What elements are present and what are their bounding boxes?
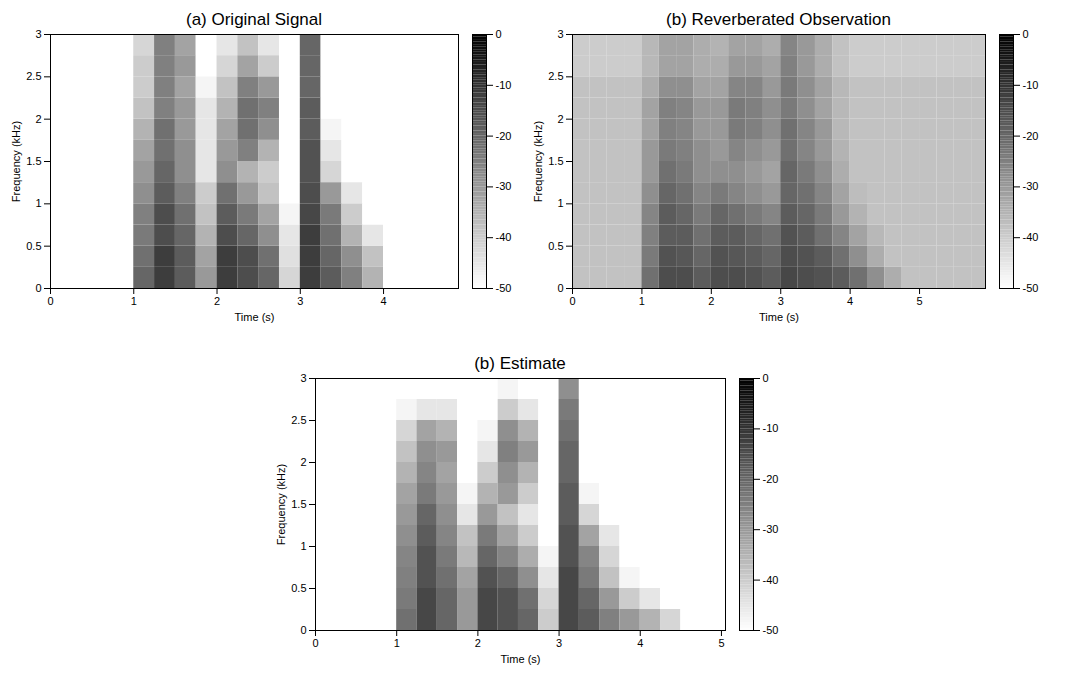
svg-text:2: 2 [35,113,41,125]
svg-text:1.5: 1.5 [291,498,306,510]
svg-text:Frequency (kHz): Frequency (kHz) [275,464,287,545]
html-text:(b) Estimate: (b) Estimate [474,354,566,373]
svg-text:2: 2 [300,456,306,468]
svg-text:1: 1 [394,637,400,649]
svg-text:-10: -10 [763,422,779,434]
svg-text:5: 5 [916,295,922,307]
svg-text:0: 0 [47,295,53,307]
svg-text:-30: -30 [763,523,779,535]
html-text:(b) Reverberated Observation: (b) Reverberated Observation [666,10,891,29]
svg-text:-40: -40 [763,574,779,586]
svg-text:-50: -50 [1023,282,1039,294]
svg-text:3: 3 [557,28,563,40]
svg-text:1: 1 [639,295,645,307]
svg-text:3: 3 [300,372,306,384]
html-text:(a) Original Signal: (a) Original Signal [186,10,322,29]
svg-text:0.5: 0.5 [548,240,563,252]
svg-text:1.5: 1.5 [26,155,41,167]
svg-text:-50: -50 [496,282,512,294]
svg-text:0: 0 [557,282,563,294]
svg-text:-30: -30 [1023,180,1039,192]
svg-text:-40: -40 [1023,231,1039,243]
svg-text:3: 3 [556,637,562,649]
svg-text:1: 1 [557,197,563,209]
svg-text:0: 0 [312,637,318,649]
svg-text:5: 5 [718,637,724,649]
svg-text:0: 0 [1023,28,1029,40]
svg-text:0: 0 [300,624,306,636]
svg-text:0.5: 0.5 [291,582,306,594]
svg-text:0: 0 [763,372,769,384]
svg-text:-20: -20 [763,473,779,485]
svg-text:0: 0 [569,295,575,307]
svg-text:2: 2 [557,113,563,125]
svg-text:1: 1 [131,295,137,307]
svg-text:4: 4 [637,637,643,649]
svg-text:2.5: 2.5 [26,70,41,82]
svg-text:1: 1 [300,540,306,552]
svg-text:Time (s): Time (s) [235,311,275,323]
svg-text:3: 3 [297,295,303,307]
svg-text:3: 3 [778,295,784,307]
svg-text:-20: -20 [1023,130,1039,142]
svg-text:2: 2 [475,637,481,649]
svg-text:1: 1 [35,197,41,209]
svg-text:Time (s): Time (s) [501,653,541,665]
svg-text:0.5: 0.5 [26,240,41,252]
svg-text:Frequency (kHz): Frequency (kHz) [532,121,544,202]
svg-text:2.5: 2.5 [291,414,306,426]
svg-text:Frequency (kHz): Frequency (kHz) [10,121,22,202]
svg-text:-10: -10 [1023,79,1039,91]
svg-text:Time (s): Time (s) [759,311,799,323]
svg-text:-50: -50 [763,624,779,636]
svg-text:4: 4 [380,295,386,307]
svg-text:3: 3 [35,28,41,40]
svg-text:-40: -40 [496,231,512,243]
svg-text:1.5: 1.5 [548,155,563,167]
svg-text:2: 2 [214,295,220,307]
svg-text:0: 0 [35,282,41,294]
svg-text:-20: -20 [496,130,512,142]
svg-text:2: 2 [708,295,714,307]
svg-text:0: 0 [496,28,502,40]
svg-text:-30: -30 [496,180,512,192]
svg-text:2.5: 2.5 [548,70,563,82]
svg-text:4: 4 [847,295,853,307]
svg-text:-10: -10 [496,79,512,91]
